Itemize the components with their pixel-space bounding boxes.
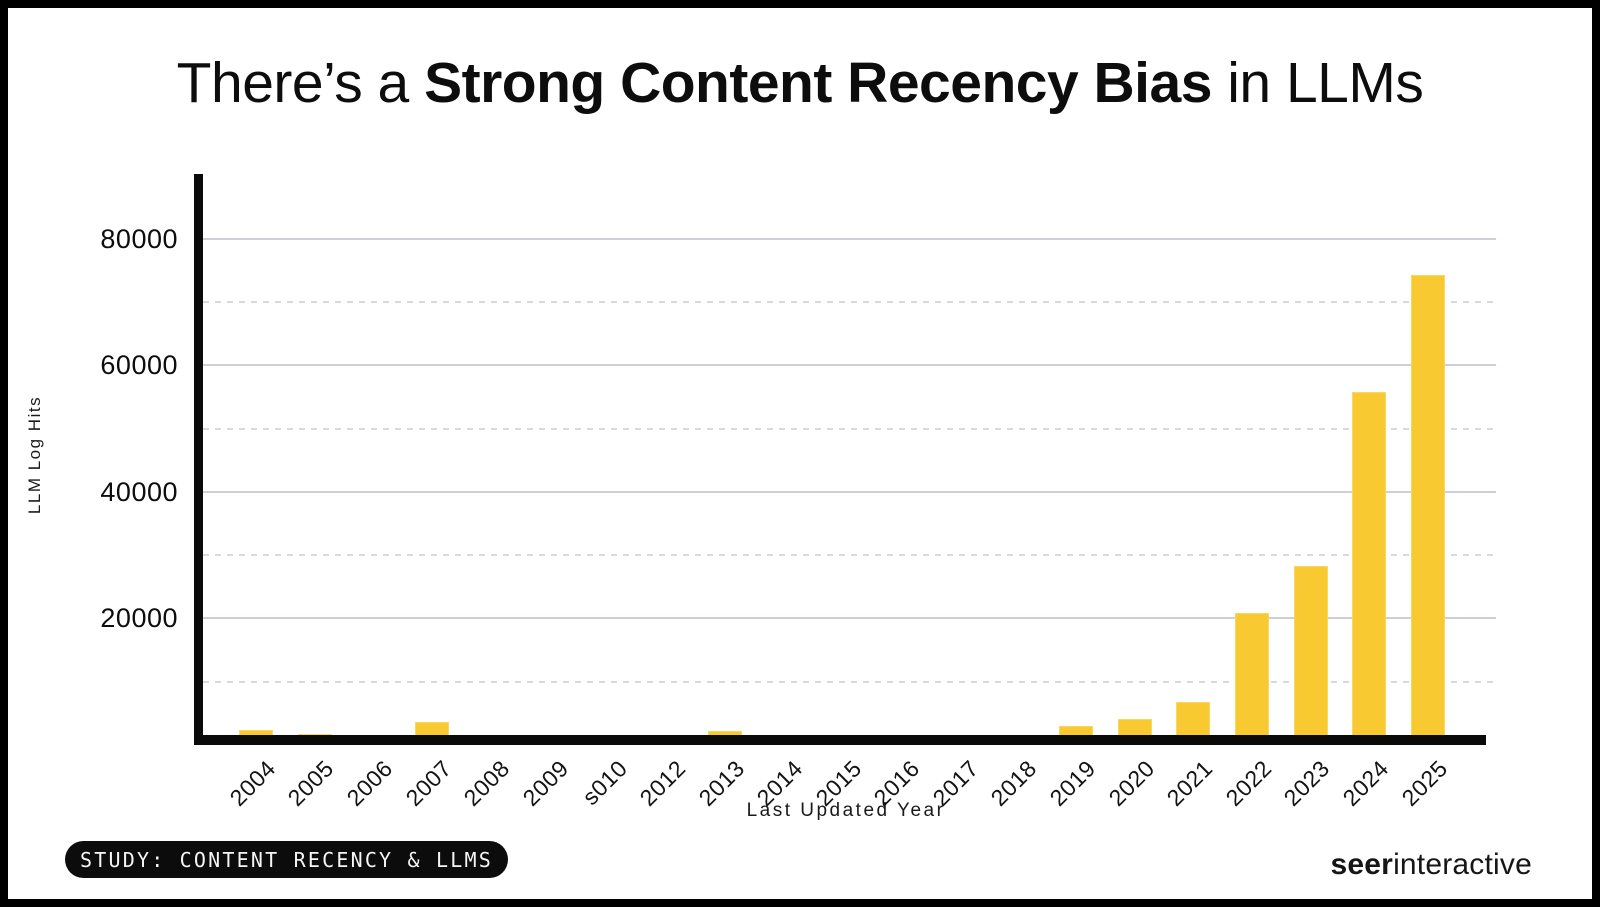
- study-badge: STUDY: CONTENT RECENCY & LLMS: [65, 841, 508, 878]
- title-prefix: There’s a: [176, 51, 425, 115]
- gridline-major-80000: [203, 237, 1496, 240]
- gridline-minor-70000: [203, 300, 1496, 303]
- logo-regular-part: interactive: [1393, 848, 1532, 881]
- y-tick-label-80000: 80000: [100, 223, 178, 254]
- y-tick-label-20000: 20000: [100, 603, 178, 634]
- bar-2024: [1352, 392, 1387, 745]
- y-tick-label-60000: 60000: [100, 350, 178, 381]
- seer-interactive-logo: seerinteractive: [1331, 848, 1532, 882]
- title-emphasis: Strong Content Recency Bias: [424, 51, 1212, 115]
- x-axis-title: Last Updated Year: [746, 800, 946, 821]
- logo-bold-part: seer: [1330, 848, 1394, 881]
- gridline-minor-30000: [203, 554, 1496, 557]
- bar-2022: [1234, 613, 1269, 745]
- y-tick-label-40000: 40000: [100, 476, 178, 507]
- page-title: There’s a Strong Content Recency Bias in…: [8, 50, 1592, 116]
- gridline-major-60000: [203, 364, 1496, 367]
- bar-2023: [1293, 565, 1328, 745]
- y-axis-title: LLM Log Hits: [25, 395, 44, 515]
- x-axis-spine: [194, 735, 1486, 745]
- gridline-minor-10000: [203, 680, 1496, 683]
- gridline-major-40000: [203, 490, 1496, 493]
- bar-2025: [1410, 274, 1445, 745]
- title-suffix: in LLMs: [1211, 51, 1424, 115]
- gridline-minor-50000: [203, 427, 1496, 430]
- y-axis-spine: [194, 174, 203, 745]
- gridline-major-20000: [203, 617, 1496, 620]
- chart-area: 20000 40000 60000 80000 2004 2005 2006 2007 200…: [8, 8, 1592, 899]
